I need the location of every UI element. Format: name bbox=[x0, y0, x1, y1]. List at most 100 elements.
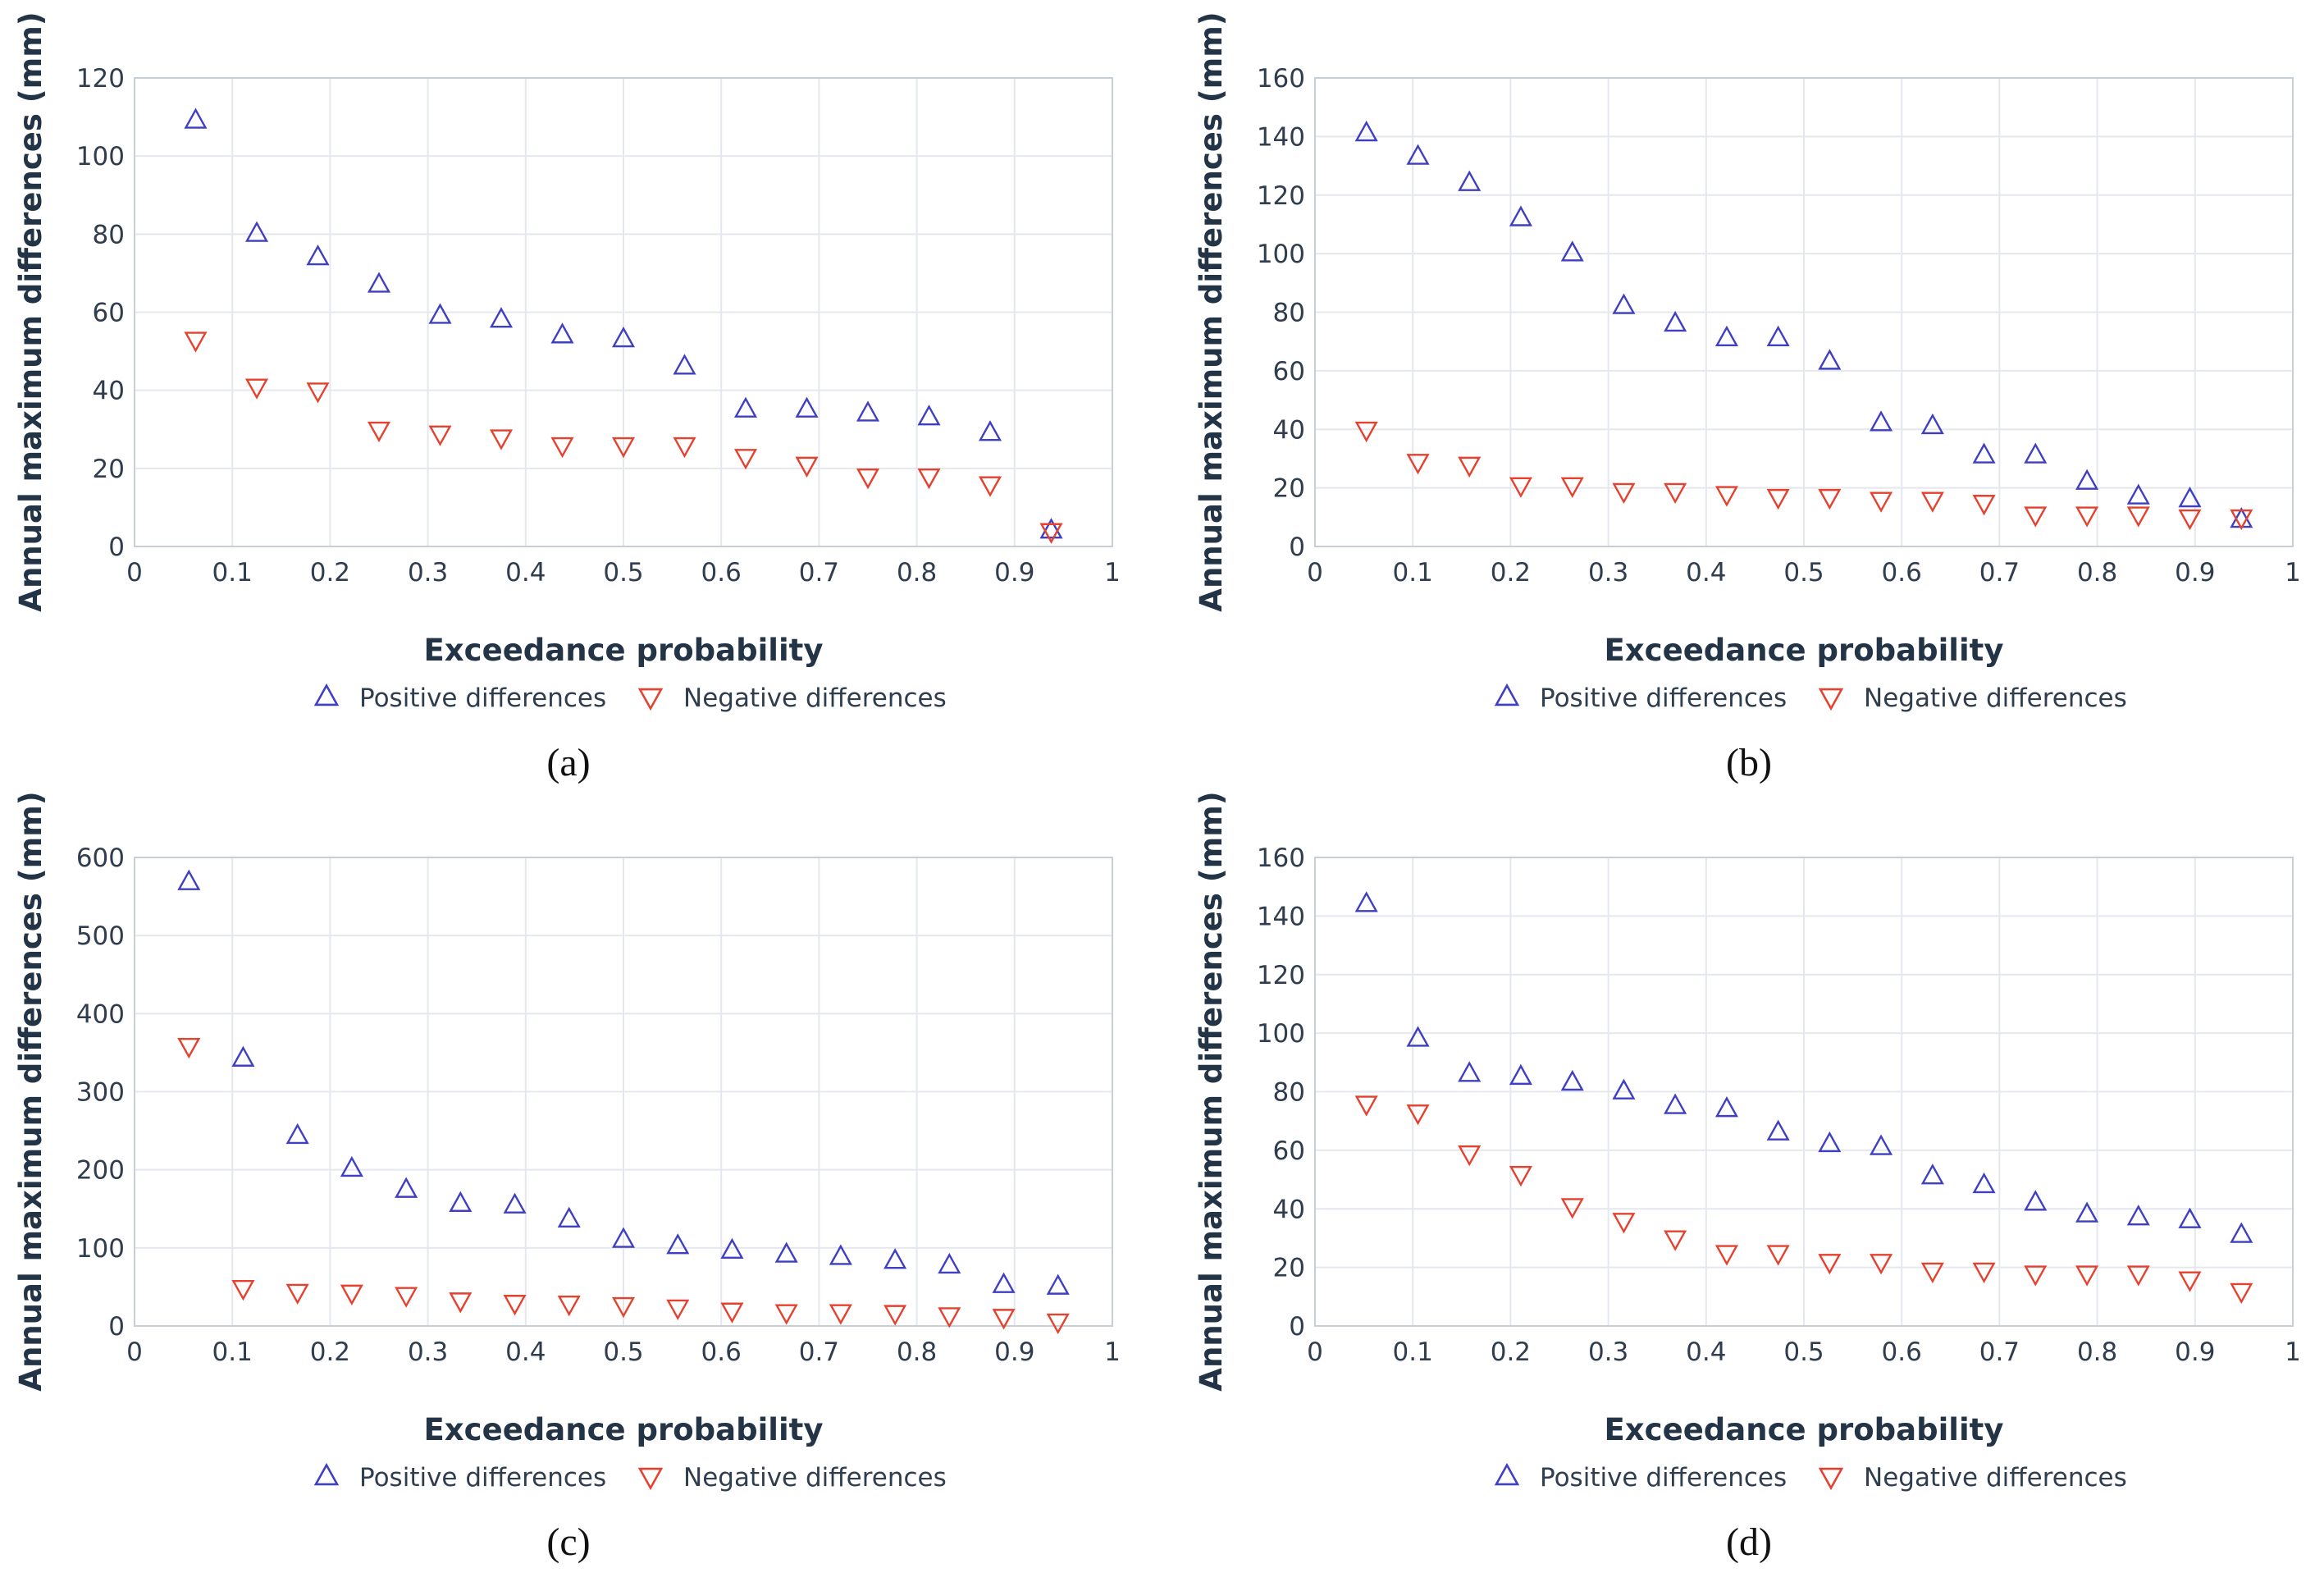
x-tick-label: 0.7 bbox=[799, 558, 839, 587]
x-tick-label: 0.4 bbox=[1686, 558, 1726, 587]
positive-difference-point bbox=[1714, 1096, 1738, 1118]
legend-positive-label[interactable]: Positive differences bbox=[359, 1463, 606, 1493]
positive-difference-point bbox=[1818, 349, 1842, 370]
x-tick-label: 1 bbox=[2285, 558, 2301, 587]
x-tick-label: 0.9 bbox=[994, 1337, 1034, 1367]
y-tick-label: 100 bbox=[76, 142, 125, 171]
legend-negative-marker-icon bbox=[1818, 688, 1844, 711]
negative-difference-point bbox=[2178, 509, 2202, 531]
negative-difference-point bbox=[503, 1295, 527, 1316]
negative-difference-point bbox=[1458, 456, 1482, 478]
positive-difference-point bbox=[673, 354, 696, 375]
positive-difference-point bbox=[1039, 518, 1063, 539]
positive-difference-point bbox=[2126, 1205, 2150, 1226]
positive-difference-point bbox=[1354, 120, 1378, 142]
legend-positive-marker-icon bbox=[313, 683, 340, 706]
positive-difference-point bbox=[1406, 144, 1430, 165]
positive-difference-point bbox=[1458, 1061, 1482, 1082]
negative-difference-point bbox=[733, 449, 758, 470]
y-tick-label: 160 bbox=[1257, 844, 1305, 873]
positive-difference-point bbox=[938, 1252, 961, 1274]
positive-difference-point bbox=[720, 1237, 744, 1260]
positive-difference-point bbox=[2075, 1201, 2099, 1223]
negative-difference-point bbox=[917, 468, 941, 490]
positive-difference-point bbox=[1972, 1172, 1996, 1194]
positive-difference-point bbox=[1560, 240, 1584, 262]
legend-positive-marker-icon bbox=[1494, 1462, 1520, 1486]
positive-difference-point bbox=[285, 1122, 309, 1145]
positive-difference-point bbox=[177, 869, 201, 890]
y-tick-label: 120 bbox=[1257, 961, 1305, 990]
x-tick-label: 0.8 bbox=[897, 558, 937, 587]
y-tick-label: 0 bbox=[108, 533, 125, 562]
negative-difference-point bbox=[1818, 1254, 1842, 1275]
positive-difference-point bbox=[611, 1227, 636, 1248]
positive-difference-point bbox=[2178, 1207, 2202, 1228]
x-tick-label: 0.1 bbox=[1393, 1337, 1433, 1367]
chart-panel-4: 0 0.1 0.2 0.3 0.4 0.5 0.6 0.7 0.8 0.9 1 0 20 40 60 80 10… bbox=[1194, 791, 2301, 1564]
x-tick-label: 0.8 bbox=[2077, 1337, 2117, 1367]
legend-negative-label[interactable]: Negative differences bbox=[683, 1463, 947, 1493]
x-tick-label: 0 bbox=[1307, 558, 1323, 587]
legend-negative-label[interactable]: Negative differences bbox=[1864, 683, 2127, 713]
legend-negative-label[interactable]: Negative differences bbox=[683, 683, 947, 713]
x-tick-label: 1 bbox=[2285, 1337, 2301, 1367]
positive-difference-point bbox=[306, 245, 330, 266]
panel-label: (c) bbox=[546, 1520, 590, 1564]
y-tick-label: 20 bbox=[1273, 1254, 1305, 1283]
negative-difference-point bbox=[666, 1299, 690, 1321]
x-tick-label: 0.8 bbox=[897, 1337, 937, 1367]
negative-difference-point bbox=[1509, 477, 1532, 498]
legend-positive-label[interactable]: Positive differences bbox=[1540, 683, 1787, 713]
plot-area-frame bbox=[1314, 77, 2294, 547]
x-tick-label: 0.2 bbox=[310, 558, 350, 587]
plot-area-frame bbox=[1314, 857, 2294, 1327]
negative-difference-point bbox=[2126, 1265, 2150, 1287]
series-negative bbox=[177, 1037, 1070, 1335]
positive-difference-point bbox=[2230, 1222, 2253, 1243]
negative-difference-point bbox=[489, 429, 514, 450]
y-axis-title: Annual maximum differences (mm) bbox=[13, 791, 48, 1391]
negative-difference-point bbox=[1354, 421, 1378, 443]
legend-positive-label[interactable]: Positive differences bbox=[359, 683, 606, 713]
positive-difference-point bbox=[367, 272, 391, 293]
y-tick-label: 140 bbox=[1257, 122, 1305, 152]
x-tick-label: 0 bbox=[126, 1337, 143, 1367]
negative-difference-point bbox=[1406, 454, 1430, 475]
positive-difference-point bbox=[1612, 293, 1636, 314]
panel-label: (b) bbox=[1726, 741, 1772, 784]
positive-difference-point bbox=[1766, 325, 1790, 347]
y-axis-title: Annual maximum differences (mm) bbox=[13, 11, 48, 611]
negative-difference-point bbox=[177, 1037, 201, 1059]
x-tick-label: 0.6 bbox=[701, 558, 742, 587]
negative-difference-point bbox=[1560, 1198, 1584, 1219]
negative-difference-point bbox=[1972, 495, 1996, 516]
positive-difference-point bbox=[917, 405, 941, 426]
positive-difference-point bbox=[1972, 442, 1996, 464]
x-tick-label: 0.2 bbox=[1491, 558, 1531, 587]
y-tick-label: 60 bbox=[1273, 1136, 1305, 1166]
x-axis-title: Exceedance probability bbox=[424, 633, 824, 668]
series-negative bbox=[184, 331, 1063, 544]
negative-difference-point bbox=[306, 382, 330, 404]
x-tick-label: 0 bbox=[126, 558, 143, 587]
legend-negative-label[interactable]: Negative differences bbox=[1864, 1463, 2127, 1493]
positive-difference-point bbox=[2024, 1190, 2048, 1211]
negative-difference-point bbox=[774, 1304, 798, 1325]
y-tick-label: 300 bbox=[76, 1078, 125, 1108]
positive-difference-point bbox=[1406, 1026, 1430, 1047]
panel-label: (d) bbox=[1726, 1520, 1772, 1564]
positive-difference-point bbox=[244, 221, 269, 242]
legend-positive-label[interactable]: Positive differences bbox=[1540, 1463, 1787, 1493]
legend-negative-marker-icon bbox=[637, 688, 664, 711]
x-tick-label: 0.4 bbox=[505, 558, 546, 587]
positive-difference-point bbox=[883, 1248, 907, 1269]
negative-difference-point bbox=[2230, 509, 2253, 531]
negative-difference-point bbox=[1714, 1245, 1738, 1266]
negative-difference-point bbox=[1046, 1313, 1070, 1335]
negative-difference-point bbox=[2075, 1265, 2099, 1287]
y-tick-label: 500 bbox=[76, 921, 125, 951]
positive-difference-point bbox=[1354, 891, 1378, 912]
y-tick-label: 20 bbox=[93, 455, 125, 484]
positive-difference-point bbox=[1766, 1119, 1790, 1141]
